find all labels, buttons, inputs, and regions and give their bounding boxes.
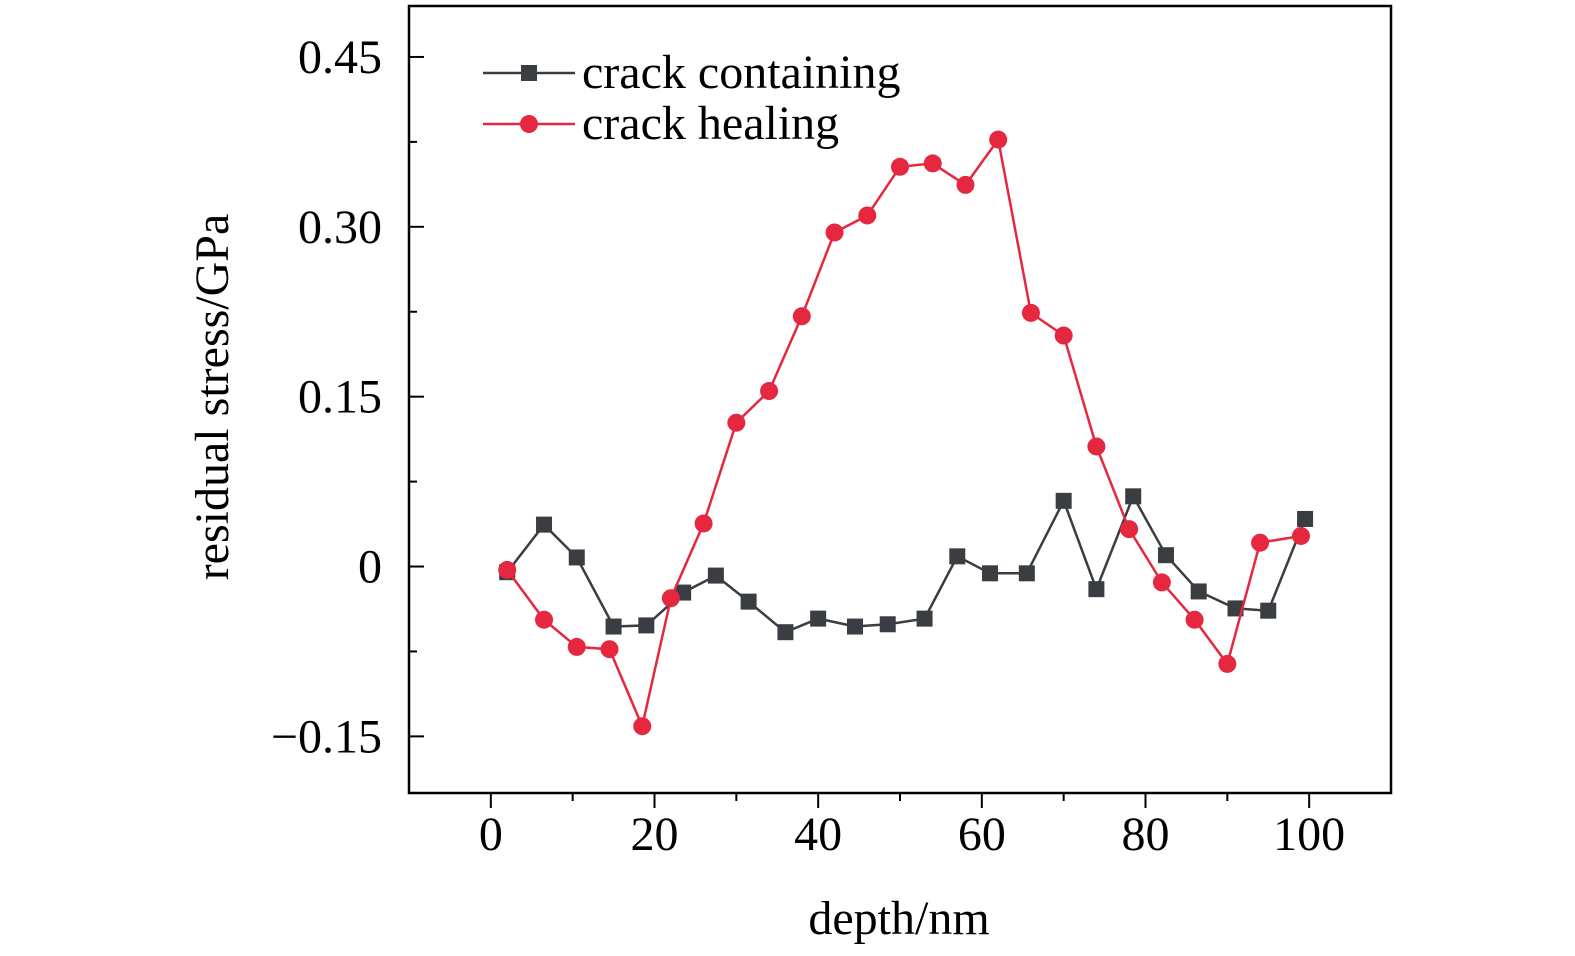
y-tick-label: 0.15 <box>298 371 382 424</box>
data-point <box>1120 520 1139 539</box>
data-point <box>891 157 909 176</box>
y-axis-title: residual stress/GPa <box>186 214 239 581</box>
data-point <box>1218 654 1237 673</box>
data-point <box>989 130 1008 149</box>
data-point <box>1291 526 1310 545</box>
x-tick-label: 80 <box>1122 808 1170 861</box>
data-point <box>1227 600 1244 617</box>
data-point <box>1185 610 1204 629</box>
axes: 0 20 40 60 80 100 −0.15 0 0.15 0.30 0.45 <box>271 4 1393 861</box>
legend-item-1: crack healing <box>483 97 839 150</box>
y-tick-label: 0.45 <box>298 31 382 84</box>
data-point <box>600 640 619 659</box>
x-tick-label: 40 <box>794 808 842 861</box>
data-point <box>568 549 585 566</box>
data-point <box>633 717 652 736</box>
data-point <box>810 610 827 627</box>
data-point <box>535 610 554 629</box>
series-1 <box>498 130 1310 736</box>
series-line <box>506 493 1307 634</box>
data-point <box>1055 492 1072 509</box>
x-axis-title: depth/nm <box>808 892 989 945</box>
data-point <box>536 516 553 533</box>
data-point <box>923 154 942 173</box>
data-point <box>707 567 724 584</box>
data-point <box>846 618 863 635</box>
data-point <box>1260 602 1277 619</box>
series-line <box>506 136 1302 731</box>
data-point <box>1190 583 1207 600</box>
data-point <box>858 206 877 225</box>
data-point <box>982 565 999 582</box>
x-tick-label: 0 <box>479 808 503 861</box>
data-point <box>727 413 746 432</box>
data-point <box>567 637 586 656</box>
y-tick-label: 0.30 <box>298 201 382 254</box>
data-point <box>1021 303 1040 322</box>
data-point <box>879 616 896 633</box>
data-point <box>605 618 622 635</box>
data-point <box>916 610 933 627</box>
data-point <box>638 617 655 634</box>
data-point <box>760 382 779 401</box>
series-0 <box>499 488 1314 641</box>
data-point <box>740 593 757 610</box>
data-point <box>1087 437 1106 456</box>
data-point <box>1152 573 1171 592</box>
y-tick-label: 0 <box>358 541 382 594</box>
data-point <box>1157 547 1174 564</box>
legend-item-0: crack containing <box>483 46 901 99</box>
y-tick-label: −0.15 <box>271 710 382 763</box>
data-point <box>1251 533 1270 552</box>
data-point <box>792 307 811 326</box>
data-point <box>694 514 713 533</box>
data-point <box>777 624 794 641</box>
data-point <box>498 560 517 579</box>
data-point <box>1297 510 1314 527</box>
x-tick-label: 20 <box>631 808 679 861</box>
legend-label: crack containing <box>582 46 901 99</box>
x-tick-label: 60 <box>958 808 1006 861</box>
data-point <box>1054 326 1073 345</box>
data-point <box>661 589 680 608</box>
legend-marker <box>521 65 537 81</box>
data-point <box>1018 565 1035 582</box>
series-layer <box>498 130 1314 736</box>
x-tick-label: 100 <box>1273 808 1345 861</box>
data-point <box>1088 581 1105 598</box>
legend-label: crack healing <box>582 97 839 150</box>
legend-marker <box>520 115 538 133</box>
data-point <box>825 223 844 242</box>
data-point <box>1125 488 1142 505</box>
data-point <box>956 175 975 194</box>
data-point <box>949 548 966 565</box>
